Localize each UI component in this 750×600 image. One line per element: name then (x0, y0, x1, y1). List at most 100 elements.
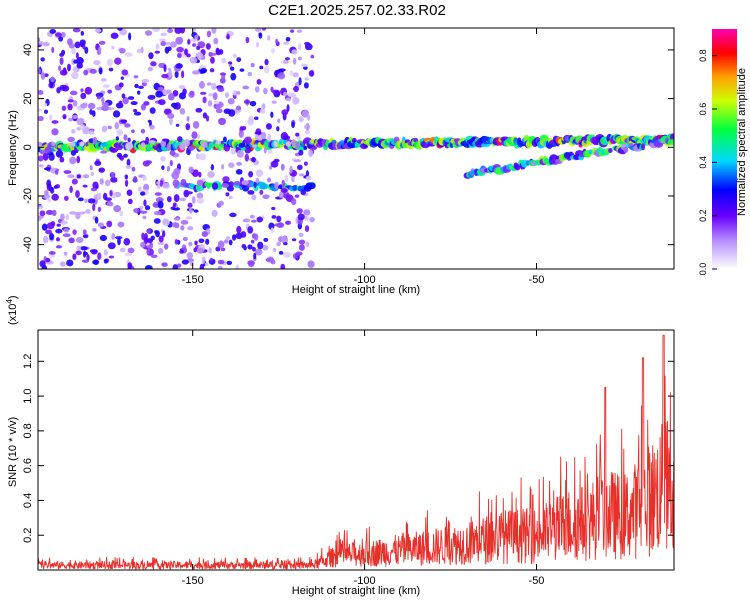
noise-blob (207, 171, 215, 178)
noise-blob (140, 241, 146, 248)
noise-blob (208, 92, 214, 97)
noise-blob (59, 156, 65, 163)
noise-blob (227, 98, 235, 105)
noise-blob (247, 244, 253, 250)
noise-blob (248, 170, 254, 178)
rising-band-blob (608, 148, 613, 154)
noise-blob (143, 101, 150, 106)
noise-blob (235, 264, 240, 269)
noise-blob (147, 119, 152, 123)
noise-blob (280, 236, 289, 244)
noise-blob (107, 89, 113, 94)
noise-blob (118, 82, 124, 88)
noise-blob (224, 92, 230, 98)
noise-blob (293, 86, 299, 92)
spectrogram-ytick-label: 40 (22, 44, 34, 56)
noise-blob (71, 178, 78, 185)
noise-blob (270, 111, 274, 118)
noise-blob (79, 141, 85, 147)
noise-blob (294, 194, 300, 198)
noise-blob (283, 242, 288, 246)
noise-blob (62, 114, 67, 120)
snr-ytick-label: 1.2 (22, 354, 34, 369)
noise-blob (85, 209, 91, 214)
noise-blob (149, 107, 156, 114)
noise-blob (74, 41, 81, 49)
noise-blob (98, 67, 103, 75)
noise-blob (259, 108, 266, 114)
noise-blob (127, 247, 135, 254)
noise-blob (49, 186, 55, 194)
noise-blob (71, 47, 76, 55)
noise-blob (303, 161, 308, 166)
noise-blob (225, 236, 231, 240)
noise-blob (162, 88, 169, 96)
noise-blob (81, 259, 90, 263)
noise-blob (180, 178, 187, 186)
noise-blob (244, 99, 251, 104)
noise-blob (210, 56, 215, 64)
noise-blob (241, 243, 247, 249)
noise-blob (127, 198, 133, 205)
noise-blob (221, 57, 226, 64)
noise-blob (215, 49, 222, 56)
noise-blob (170, 102, 178, 108)
noise-blob (282, 91, 288, 96)
noise-blob (67, 136, 75, 143)
noise-blob (264, 58, 269, 66)
noise-blob (162, 218, 170, 227)
noise-blob (51, 46, 55, 54)
noise-blob (69, 141, 76, 147)
noise-blob (133, 111, 142, 116)
noise-blob (261, 103, 266, 110)
noise-blob (80, 92, 87, 100)
spectrogram-xtick-label: -50 (529, 274, 545, 286)
noise-blob (38, 41, 44, 45)
noise-blob (300, 63, 309, 67)
noise-blob (305, 182, 313, 190)
noise-blob (278, 191, 284, 199)
snr-xtick-label: -50 (529, 575, 545, 587)
noise-blob (254, 28, 262, 32)
noise-blob (304, 43, 313, 51)
noise-blob (80, 30, 84, 36)
noise-blob (167, 46, 172, 52)
noise-blob (303, 66, 308, 70)
noise-blob (213, 100, 220, 105)
noise-blob (97, 252, 102, 261)
noise-blob (254, 116, 259, 121)
noise-blob (175, 63, 183, 69)
noise-blob (263, 147, 267, 154)
noise-blob (75, 211, 81, 220)
noise-blob (49, 82, 53, 88)
noise-blob (295, 251, 303, 256)
noise-blob (110, 32, 119, 39)
noise-blob (56, 223, 61, 227)
noise-blob (235, 168, 243, 175)
noise-blob (187, 202, 193, 208)
noise-blob (215, 108, 223, 114)
noise-blob (75, 236, 84, 244)
noise-blob (306, 114, 311, 121)
noise-blob (116, 152, 123, 158)
noise-blob (215, 140, 222, 145)
noise-blob (38, 108, 43, 112)
noise-blob (119, 247, 126, 253)
noise-blob (250, 239, 255, 244)
noise-blob (194, 240, 198, 246)
noise-blob (198, 153, 207, 161)
noise-blob (155, 90, 163, 98)
noise-blob (149, 124, 155, 130)
noise-blob (174, 239, 178, 245)
noise-blob (298, 239, 306, 245)
colorbar-tick-label: 0.6 (698, 103, 708, 116)
noise-blob (169, 117, 173, 126)
noise-blob (83, 251, 88, 256)
colorbar: 0.0 0.2 0.4 0.6 0.8 Normalized spectral ampl… (698, 29, 748, 275)
noise-blob (183, 138, 190, 147)
noise-blob (127, 96, 135, 100)
noise-blob (172, 264, 179, 269)
noise-blob (305, 241, 310, 248)
noise-blob (84, 198, 88, 203)
noise-blob (94, 160, 102, 166)
